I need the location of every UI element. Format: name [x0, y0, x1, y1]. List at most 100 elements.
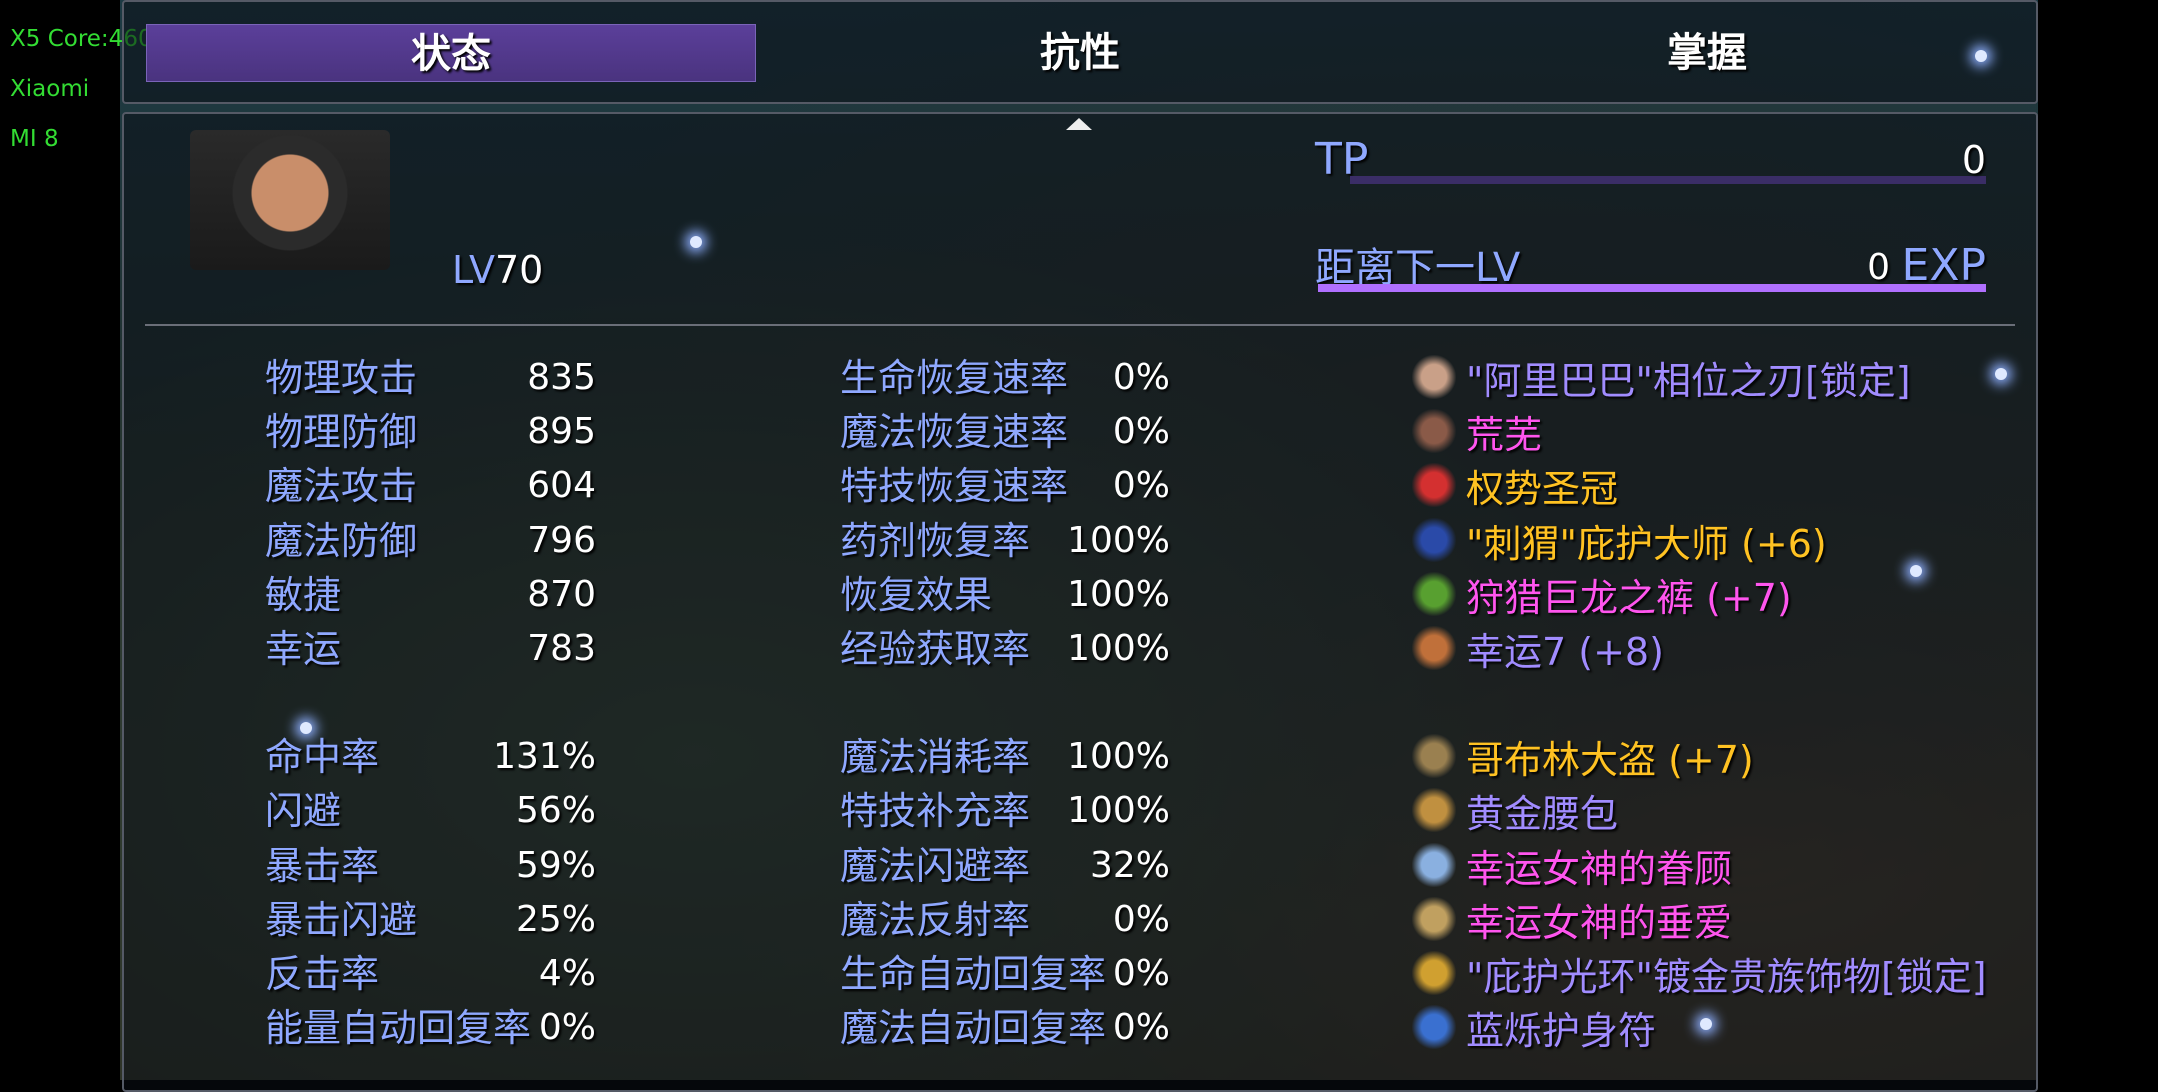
- stat-value: 0%: [1112, 953, 1170, 994]
- stat-value: 0%: [1112, 1007, 1170, 1048]
- stat-value: 131%: [493, 736, 596, 777]
- stat-label: 魔法反射率: [840, 898, 1031, 942]
- stat-label: 暴击闪避: [265, 898, 418, 942]
- equipment-name: 权势圣冠: [1466, 466, 1619, 511]
- equipment-name: 幸运女神的眷顾: [1466, 846, 1733, 891]
- level-value: 70: [495, 248, 544, 292]
- equipment-slot[interactable]: 幸运女神的眷顾: [1412, 840, 1733, 891]
- stat-value: 604: [527, 465, 596, 506]
- light-orb: [690, 236, 702, 248]
- stat-value: 100%: [1067, 790, 1170, 831]
- equipment-slot[interactable]: "阿里巴巴"相位之刃[锁定]: [1412, 352, 1911, 403]
- tp-bar: [1350, 176, 1986, 184]
- shield-icon: [1412, 409, 1456, 453]
- stat-label: 特技补充率: [840, 789, 1031, 833]
- cloak-icon: [1412, 518, 1456, 562]
- stat-label: 魔法自动回复率: [840, 1006, 1107, 1050]
- stat-value: 56%: [515, 790, 596, 831]
- divider: [145, 324, 2015, 326]
- stat-value: 0%: [538, 1007, 596, 1048]
- stat-value: 32%: [1089, 845, 1170, 886]
- equipment-slot[interactable]: "庇护光环"镀金贵族饰物[锁定]: [1412, 948, 1987, 999]
- stat-label: 魔法恢复速率: [840, 410, 1069, 454]
- equipment-name: 哥布林大盗 (+7): [1466, 737, 1754, 782]
- equipment-name: "庇护光环"镀金贵族饰物[锁定]: [1466, 954, 1987, 999]
- sword-icon: [1412, 355, 1456, 399]
- stat-value: 100%: [1067, 574, 1170, 615]
- equipment-name: 黄金腰包: [1466, 791, 1619, 836]
- equipment-name: 蓝烁护身符: [1466, 1008, 1657, 1053]
- debug-brand: Xiaomi: [10, 76, 90, 102]
- stat-value: 59%: [515, 845, 596, 886]
- tab-resistance[interactable]: 抗性: [1040, 30, 1120, 76]
- light-orb: [1700, 1018, 1712, 1030]
- equipment-slot[interactable]: 幸运7 (+8): [1412, 623, 1664, 674]
- equipment-slot[interactable]: 幸运女神的垂爱: [1412, 894, 1733, 945]
- equipment-name: 幸运女神的垂爱: [1466, 900, 1733, 945]
- level-label: LV70: [452, 248, 544, 292]
- character-portrait: [190, 130, 390, 270]
- light-orb: [300, 722, 312, 734]
- stat-label: 恢复效果: [840, 573, 993, 617]
- equipment-slot[interactable]: 哥布林大盗 (+7): [1412, 731, 1754, 782]
- equipment-name: 荒芜: [1466, 412, 1543, 457]
- debug-model: MI 8: [10, 126, 59, 152]
- equipment-slot[interactable]: 黄金腰包: [1412, 785, 1619, 836]
- stat-value: 0%: [1112, 411, 1170, 452]
- tab-mastery[interactable]: 掌握: [1667, 30, 1747, 76]
- stat-label: 特技恢复速率: [840, 464, 1069, 508]
- stat-label: 敏捷: [265, 573, 342, 617]
- equipment-name: "阿里巴巴"相位之刃[锁定]: [1466, 358, 1911, 403]
- stat-value: 895: [527, 411, 596, 452]
- light-orb: [1975, 50, 1987, 62]
- exp-unit: EXP: [1901, 240, 1986, 291]
- stat-label: 暴击率: [265, 844, 380, 888]
- equipment-name: 幸运7 (+8): [1466, 629, 1664, 674]
- exp-label: 距离下一LV: [1315, 245, 1521, 291]
- stat-label: 反击率: [265, 952, 380, 996]
- stat-label: 物理攻击: [265, 356, 418, 400]
- stat-value: 100%: [1067, 520, 1170, 561]
- stat-value: 870: [527, 574, 596, 615]
- amulet-icon: [1412, 1005, 1456, 1049]
- equipment-slot[interactable]: "刺猬"庇护大师 (+6): [1412, 515, 1827, 566]
- stat-label: 生命恢复速率: [840, 356, 1069, 400]
- equipment-slot[interactable]: 狩猎巨龙之裤 (+7): [1412, 569, 1792, 620]
- stat-value: 25%: [515, 899, 596, 940]
- light-orb: [1995, 368, 2007, 380]
- stat-label: 生命自动回复率: [840, 952, 1107, 996]
- stat-label: 命中率: [265, 735, 380, 779]
- stat-value: 0%: [1112, 357, 1170, 398]
- gloves-icon: [1412, 626, 1456, 670]
- stat-value: 100%: [1067, 736, 1170, 777]
- stat-value: 4%: [538, 953, 596, 994]
- belt-icon: [1412, 788, 1456, 832]
- stat-value: 100%: [1067, 628, 1170, 669]
- tab-status[interactable]: 状态: [146, 24, 756, 82]
- scroll-up-arrow-icon[interactable]: [1066, 118, 1092, 130]
- equipment-name: "刺猬"庇护大师 (+6): [1466, 521, 1827, 566]
- light-orb: [1910, 565, 1922, 577]
- stat-label: 幸运: [265, 627, 342, 671]
- stat-label: 魔法防御: [265, 519, 418, 563]
- ring-icon: [1412, 897, 1456, 941]
- tp-label: TP: [1315, 134, 1369, 185]
- stat-label: 魔法消耗率: [840, 735, 1031, 779]
- stat-label: 经验获取率: [840, 627, 1031, 671]
- equipment-slot[interactable]: 荒芜: [1412, 406, 1543, 457]
- stat-label: 魔法闪避率: [840, 844, 1031, 888]
- necklace-icon: [1412, 843, 1456, 887]
- stat-label: 魔法攻击: [265, 464, 418, 508]
- boots-icon: [1412, 734, 1456, 778]
- pants-icon: [1412, 572, 1456, 616]
- tp-value: 0: [1961, 138, 1986, 182]
- stat-value: 783: [527, 628, 596, 669]
- stat-label: 物理防御: [265, 410, 418, 454]
- stat-value: 835: [527, 357, 596, 398]
- equipment-slot[interactable]: 权势圣冠: [1412, 460, 1619, 511]
- exp-bar: [1318, 284, 1986, 292]
- exp-value: 0: [1867, 247, 1890, 288]
- equipment-slot[interactable]: 蓝烁护身符: [1412, 1002, 1657, 1053]
- status-panel: [122, 112, 2038, 1092]
- stat-label: 能量自动回复率: [265, 1006, 532, 1050]
